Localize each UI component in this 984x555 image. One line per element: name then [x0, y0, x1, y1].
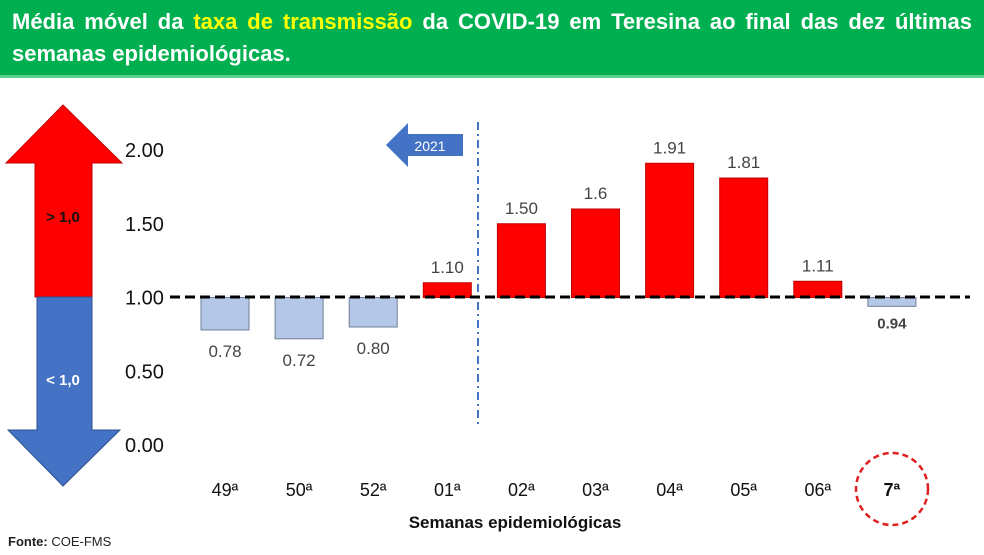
down-arrow-label: < 1,0 [46, 372, 80, 389]
source-value: COE-FMS [47, 534, 112, 549]
bar-5 [571, 208, 620, 298]
data-label: 1.6 [584, 184, 608, 203]
bar-3 [422, 282, 472, 298]
bar-4 [496, 223, 546, 298]
data-label: 1.11 [802, 256, 834, 275]
x-tick-label: 01ª [434, 480, 461, 500]
x-tick-label: 04ª [656, 480, 683, 500]
x-tick-label: 05ª [730, 480, 757, 500]
y-tick-label: 1.00 [125, 288, 164, 310]
data-label: 1.81 [727, 153, 760, 172]
x-tick-label: 50ª [286, 480, 313, 500]
down-arrow-icon: < 1,0 [6, 296, 122, 487]
data-label: 1.91 [653, 138, 686, 157]
x-tick-label: 52ª [360, 480, 387, 500]
bar-7 [719, 177, 769, 298]
y-tick-label: 1.50 [125, 214, 164, 236]
data-label: 1.10 [431, 258, 464, 277]
year-marker-arrow-icon: 2021 [386, 123, 463, 167]
bar-6 [645, 162, 695, 298]
bar-2 [348, 297, 398, 328]
x-tick-label: 03ª [582, 480, 609, 500]
data-label: 0.94 [877, 315, 907, 332]
up-arrow-icon: > 1,0 [4, 104, 124, 298]
y-tick-label: 2.00 [125, 140, 164, 162]
data-label: 0.80 [357, 339, 390, 358]
x-tick-label: 49ª [212, 480, 239, 500]
title-text-post: da COVID-19 em Teresina ao final das dez… [12, 9, 972, 66]
bar-0 [200, 297, 250, 331]
chart-title-banner: Média móvel da taxa de transmissão da CO… [0, 0, 984, 78]
title-text-pre: Média móvel da [12, 9, 194, 34]
x-axis-title: Semanas epidemiológicas [409, 513, 622, 532]
data-label: 0.78 [208, 342, 241, 361]
source-label: Fonte: [8, 534, 48, 549]
x-tick-label: 06ª [804, 480, 831, 500]
bar-1 [274, 297, 324, 340]
bar-9 [867, 297, 917, 307]
highlight-circle [854, 451, 930, 527]
source-note: Fonte: COE-FMS [8, 534, 111, 549]
up-arrow-label: > 1,0 [46, 209, 80, 226]
x-tick-label: 02ª [508, 480, 535, 500]
data-label: 0.72 [283, 351, 316, 370]
y-tick-label: 0.00 [125, 435, 164, 457]
title-highlight: taxa de transmissão [193, 9, 413, 34]
x-tick-label: 7ª [884, 480, 901, 500]
data-label: 1.50 [505, 199, 538, 218]
y-tick-label: 0.50 [125, 361, 164, 383]
year-marker-label: 2021 [414, 138, 445, 154]
bar-8 [793, 280, 843, 298]
